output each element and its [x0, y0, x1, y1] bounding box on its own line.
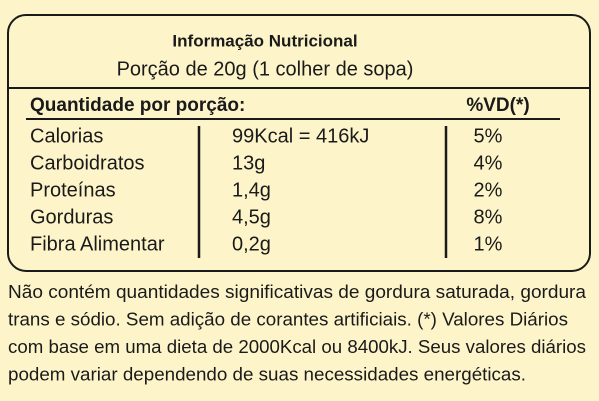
nutrient-amount: 99Kcal = 416kJ — [232, 125, 369, 147]
daily-value: 2% — [474, 179, 503, 201]
serving: Porção de 20g (1 colher de sopa) — [117, 58, 414, 80]
label-box — [7, 14, 591, 272]
nutrient-amount: 1,4g — [232, 179, 271, 201]
nutrient-name: Proteínas — [30, 179, 116, 201]
footnote-line: podem variar dependendo de suas necessid… — [8, 364, 526, 384]
daily-value: 4% — [474, 152, 503, 174]
daily-value: 1% — [474, 233, 503, 255]
footnote-line: trans e sódio. Sem adição de corantes ar… — [8, 309, 568, 329]
daily-value: 8% — [474, 206, 503, 228]
nutrient-name: Gorduras — [30, 206, 113, 228]
nutrient-amount: 0,2g — [232, 233, 271, 255]
footnote-line: Não contém quantidades significativas de… — [8, 282, 587, 302]
footnote-line: com base em uma dieta de 2000Kcal ou 840… — [8, 337, 586, 357]
nutrient-amount: 13g — [232, 152, 265, 174]
nutrient-amount: 4,5g — [232, 206, 271, 228]
daily-value: 5% — [474, 125, 503, 147]
nutrient-name: Carboidratos — [30, 152, 145, 174]
nutrient-name: Calorias — [30, 125, 103, 147]
column-header: Quantidade por porção: — [30, 95, 245, 116]
column-header: %VD(*) — [466, 95, 529, 116]
title: Informação Nutricional — [172, 31, 357, 50]
nutrient-name: Fibra Alimentar — [30, 233, 165, 255]
